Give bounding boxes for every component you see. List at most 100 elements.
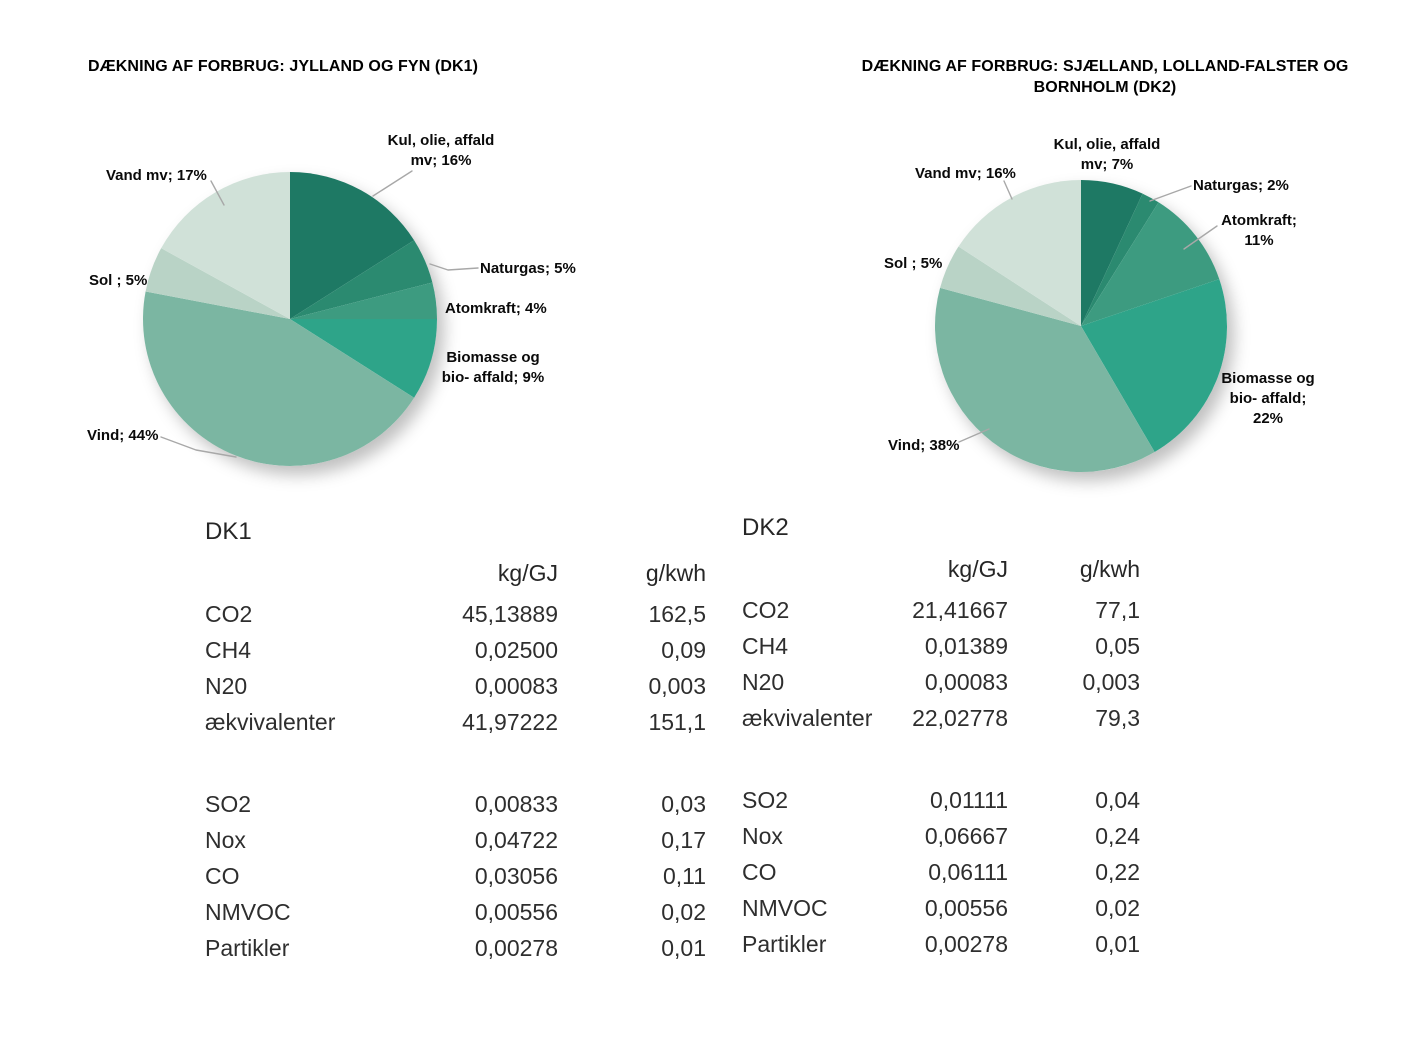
row-value: 0,01389 (924, 633, 1008, 659)
row-value: 21,41667 (912, 597, 1008, 623)
table-row: CO 0,03056 0,11 (205, 864, 706, 900)
row-label: NMVOC (205, 899, 291, 925)
table-title-dk1: DK1 (205, 518, 252, 545)
row-label: CO (742, 859, 777, 885)
col-header-g-kwh-dk2: g/kwh (1079, 556, 1140, 582)
row-value: 0,01 (1095, 931, 1140, 957)
pie-label-vand-dk2: Vand mv; 16% (915, 165, 1016, 182)
pie-slice-6 (958, 180, 1081, 326)
pie-label-kul-dk1: Kul, olie, affald mv; 16% (387, 132, 495, 169)
pie-dk2 (935, 180, 1227, 472)
pie-slice-4 (935, 287, 1155, 472)
row-value: 77,1 (1095, 597, 1140, 623)
row-label: N20 (742, 669, 785, 695)
pie-slice-1 (290, 240, 433, 319)
col-header-kg-gj-dk1: kg/GJ (497, 560, 558, 586)
row-value: 0,02 (661, 899, 706, 925)
chart-title-dk2: DÆKNING AF FORBRUG: SJÆLLAND, LOLLAND-FA… (861, 58, 1349, 96)
row-value: 0,003 (1082, 669, 1140, 695)
row-label: ækvivalenter (742, 705, 873, 731)
table-row: CH4 0,01389 0,05 (742, 634, 1140, 670)
table-row: NMVOC 0,00556 0,02 (742, 896, 1140, 932)
pie-dk1 (143, 172, 437, 466)
table-row: CO 0,06111 0,22 (742, 860, 1140, 896)
row-label: N20 (205, 673, 248, 699)
pie-slice-5 (145, 248, 290, 319)
row-value: 0,00556 (924, 895, 1008, 921)
row-value: 0,06111 (928, 859, 1008, 885)
pie-label-biomasse-dk2: Biomasse og bio- affald; 22% (1221, 370, 1315, 427)
pie-label-naturgas-dk2: Naturgas; 2% (1193, 177, 1289, 194)
row-label: ækvivalenter (205, 709, 336, 735)
row-value: 0,03 (661, 791, 706, 817)
row-value: 0,24 (1095, 823, 1140, 849)
pie-slice-2 (290, 282, 437, 319)
pie-slice-0 (290, 172, 415, 319)
row-value: 0,00278 (474, 935, 558, 961)
row-value: 151,1 (648, 709, 706, 735)
row-value: 45,13889 (462, 601, 558, 627)
row-value: 162,5 (648, 601, 706, 627)
col-header-kg-gj-dk2: kg/GJ (947, 556, 1008, 582)
pie-label-sol-dk2: Sol ; 5% (884, 255, 943, 272)
table-title-dk2: DK2 (742, 514, 789, 541)
table-row: ækvivalenter 22,02778 79,3 (742, 706, 1140, 742)
row-value: 0,06667 (924, 823, 1008, 849)
row-value: 0,01111 (929, 787, 1008, 813)
pie-label-vind-dk1: Vind; 44% (87, 427, 159, 444)
table-row: NMVOC 0,00556 0,02 (205, 900, 706, 936)
row-value: 0,17 (661, 827, 706, 853)
pie-label-vand-dk1: Vand mv; 17% (106, 167, 207, 184)
leader-naturgas-dk1 (429, 263, 479, 271)
pie-slice-5 (940, 246, 1081, 326)
table-row: Partikler 0,00278 0,01 (205, 936, 706, 972)
pie-label-kul-dk2: Kul, olie, affald mv; 7% (1053, 136, 1161, 173)
row-value: 0,02500 (474, 637, 558, 663)
row-value: 0,04 (1095, 787, 1140, 813)
row-value: 0,03056 (474, 863, 558, 889)
row-label: CO2 (205, 601, 253, 627)
row-label: CO2 (742, 597, 790, 623)
pie-label-vind-dk2: Vind; 38% (888, 437, 960, 454)
pie-slice-1 (1081, 193, 1159, 326)
chart-title-dk1: DÆKNING AF FORBRUG: JYLLAND OG FYN (DK1) (88, 58, 479, 75)
pie-label-atomkraft-dk2: Atomkraft; 11% (1221, 212, 1297, 249)
row-label: NMVOC (742, 895, 828, 921)
table-row: N20 0,00083 0,003 (742, 670, 1140, 706)
row-value: 0,05 (1095, 633, 1140, 659)
pie-label-biomasse-dk1: Biomasse og bio- affald; 9% (441, 349, 545, 386)
table-row: SO2 0,00833 0,03 (205, 792, 706, 828)
row-value: 0,11 (662, 863, 706, 889)
row-label: Nox (742, 823, 783, 849)
table-row: Nox 0,04722 0,17 (205, 828, 706, 864)
row-value: 0,02 (1095, 895, 1140, 921)
pie-label-sol-dk1: Sol ; 5% (89, 272, 148, 289)
row-label: Nox (205, 827, 246, 853)
table-row: CH4 0,02500 0,09 (205, 638, 706, 674)
pie-svg (935, 180, 1227, 472)
row-label: CH4 (742, 633, 789, 659)
table-row: SO2 0,01111 0,04 (742, 788, 1140, 824)
table-section-gap (742, 742, 1140, 788)
pie-label-atomkraft-dk1: Atomkraft; 4% (445, 300, 547, 317)
table-section-gap (205, 746, 706, 792)
row-label: SO2 (205, 791, 252, 817)
pie-label-naturgas-dk1: Naturgas; 5% (480, 260, 576, 277)
row-value: 0,04722 (474, 827, 558, 853)
table-row: N20 0,00083 0,003 (205, 674, 706, 710)
pie-slice-4 (143, 291, 415, 466)
row-value: 22,02778 (912, 705, 1008, 731)
row-label: CH4 (205, 637, 252, 663)
row-value: 0,003 (648, 673, 706, 699)
row-label: Partikler (742, 931, 827, 957)
pie-svg (143, 172, 437, 466)
table-body-dk1: CO2 45,13889 162,5 CH4 0,02500 0,09 N20 0,00083… (205, 602, 706, 972)
row-label: CO (205, 863, 240, 889)
pie-slice-3 (290, 319, 437, 398)
table-row: Partikler 0,00278 0,01 (742, 932, 1140, 968)
table-row: CO2 45,13889 162,5 (205, 602, 706, 638)
row-label: Partikler (205, 935, 290, 961)
pie-slice-3 (1081, 279, 1227, 453)
table-row: Nox 0,06667 0,24 (742, 824, 1140, 860)
